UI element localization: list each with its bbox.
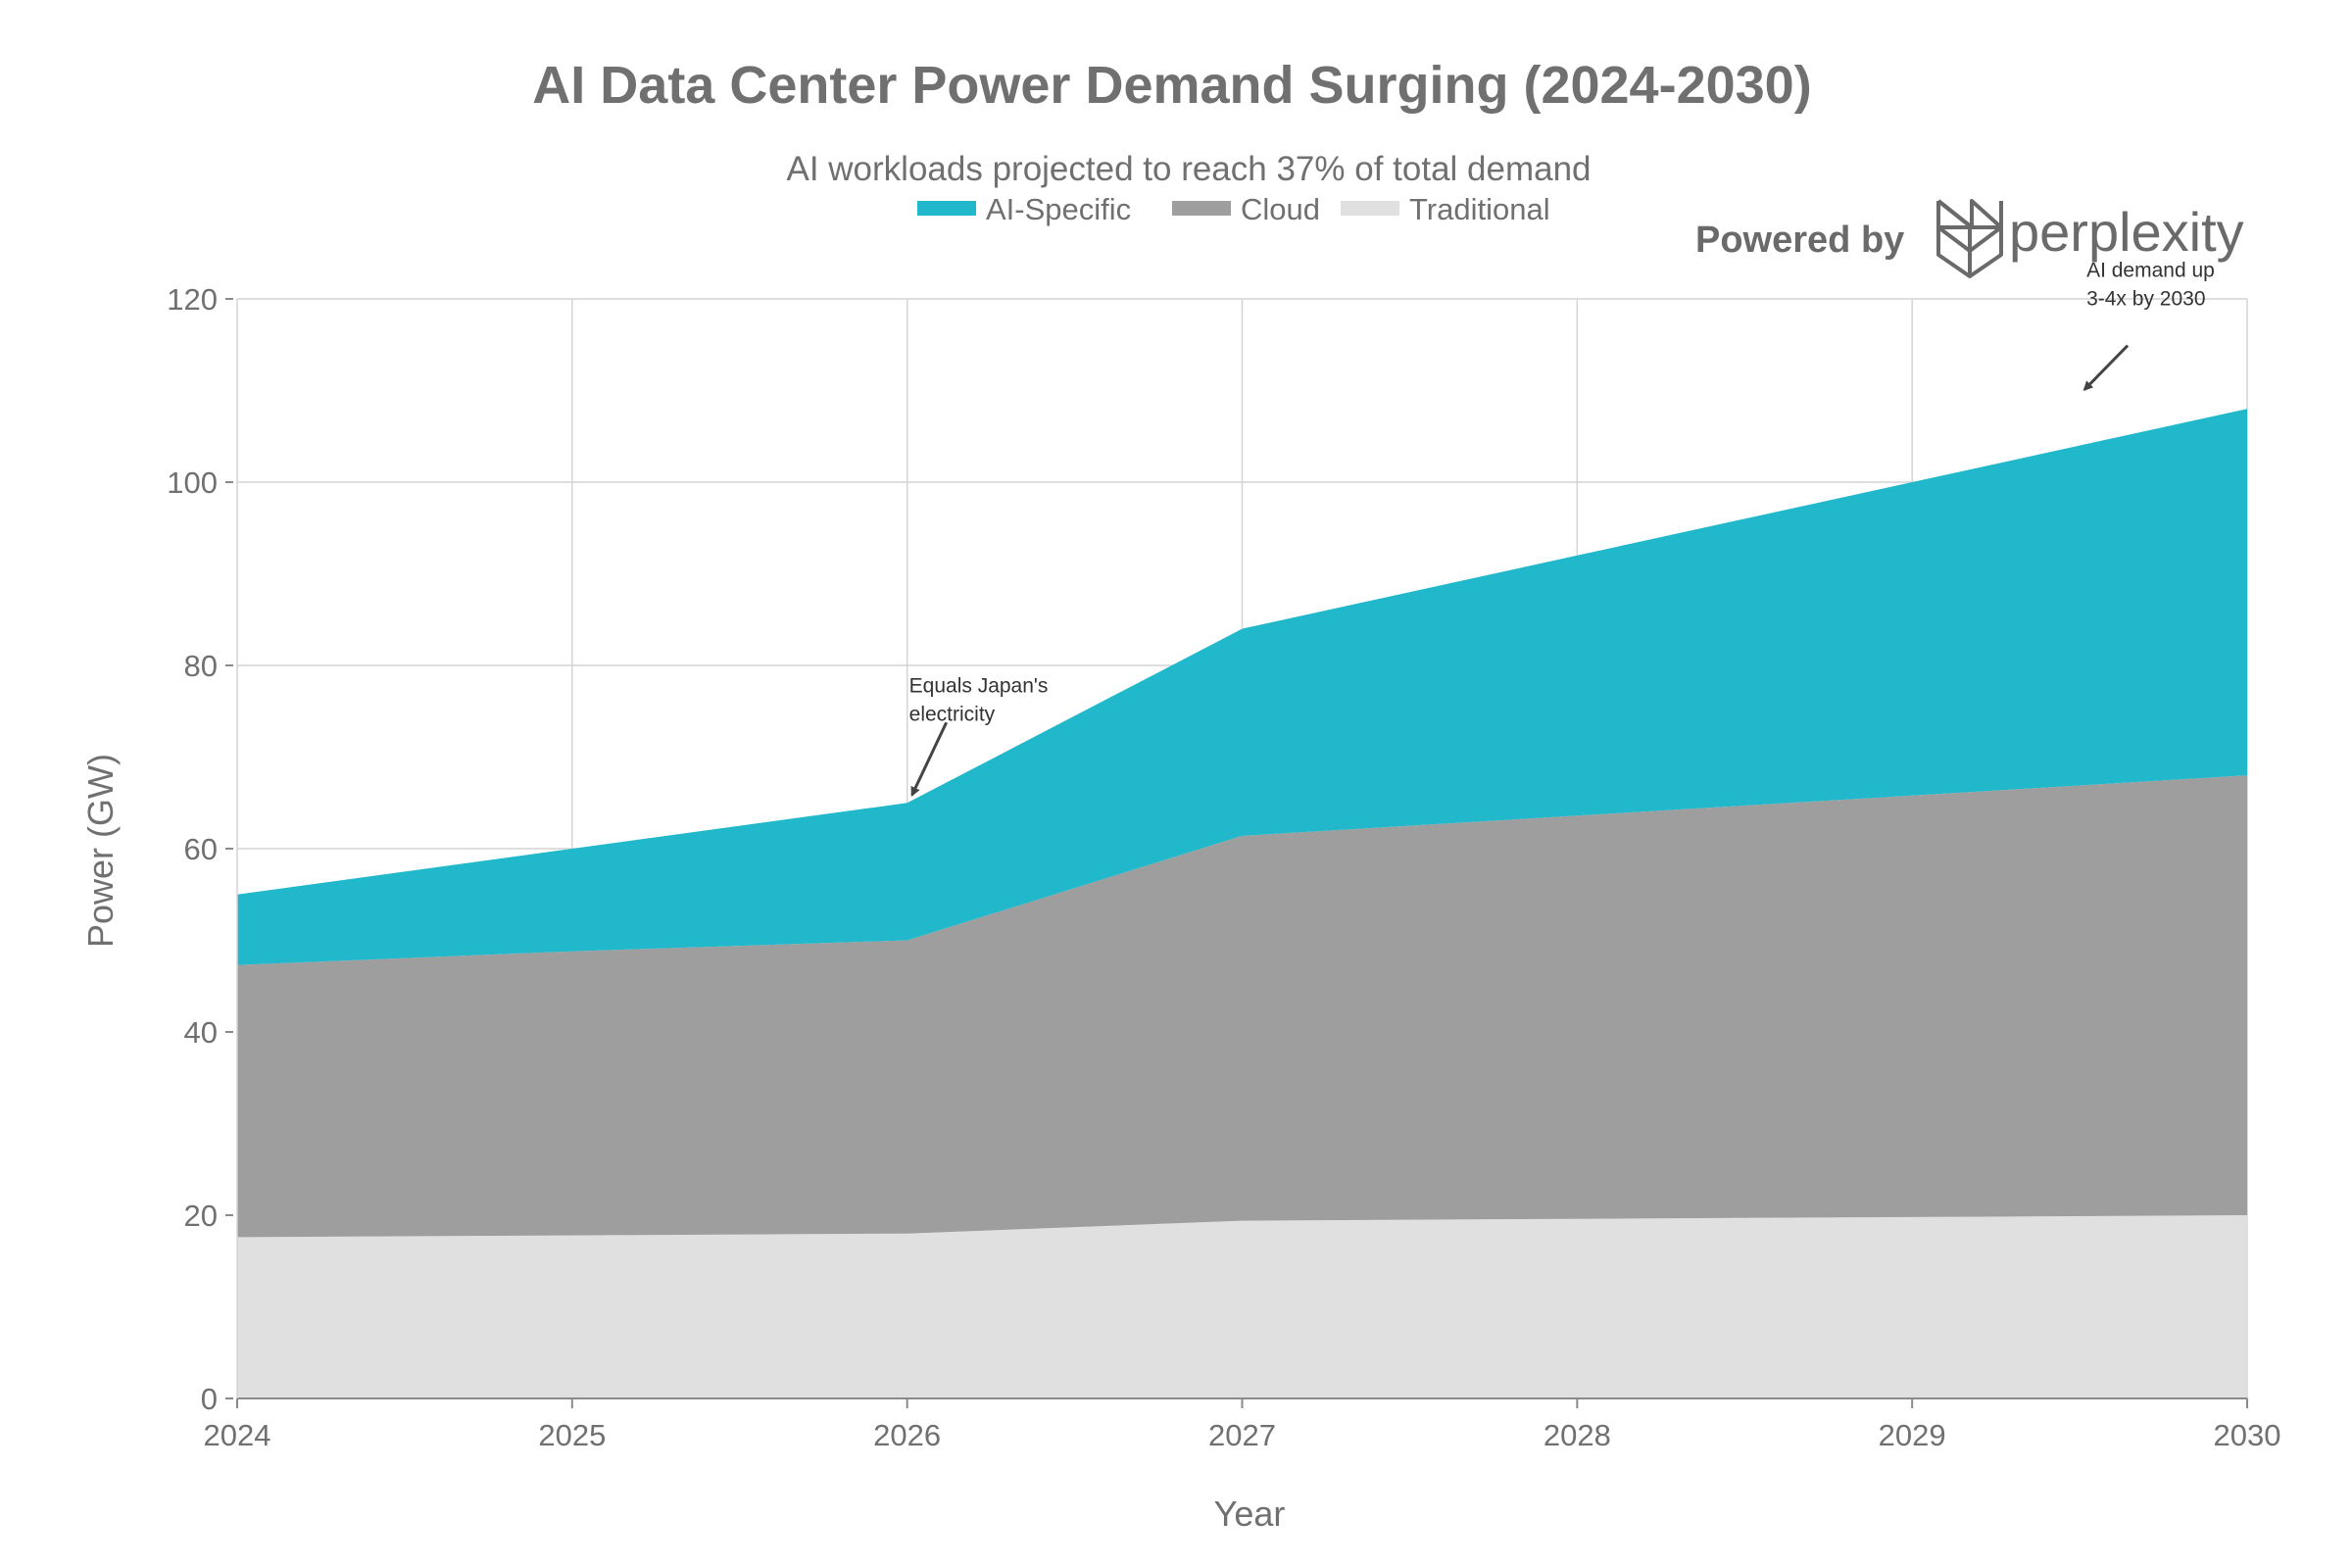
brand-name: perplexity bbox=[2009, 201, 2244, 263]
annotation-text: electricity bbox=[909, 703, 996, 725]
tick-labels: 0 20 40 60 80 100 120 2024 2025 2026 2027 2028 2029 2… bbox=[167, 282, 2280, 1452]
annotation-arrow bbox=[2082, 344, 2130, 391]
y-tick-label: 80 bbox=[184, 649, 218, 683]
x-tick-label: 2024 bbox=[204, 1418, 271, 1452]
y-tick-label: 60 bbox=[184, 832, 218, 866]
legend-swatch-ai-specific bbox=[917, 201, 976, 216]
powered-by-label: Powered by bbox=[1695, 220, 1904, 261]
branding: Powered by perplexity bbox=[1695, 199, 2244, 278]
annotation-text: Equals Japan's bbox=[909, 674, 1049, 697]
legend-swatch-traditional bbox=[1341, 201, 1399, 216]
x-tick-label: 2026 bbox=[873, 1418, 941, 1452]
annotations: Equals Japan's electricity AI demand up 3-4… bbox=[909, 260, 2215, 798]
y-tick-label: 120 bbox=[167, 282, 218, 317]
x-axis-title: Year bbox=[1214, 1494, 1286, 1534]
legend-label-traditional: Traditional bbox=[1409, 192, 1550, 226]
annotation-text: AI demand up bbox=[2086, 260, 2215, 282]
area-cloud bbox=[237, 775, 2247, 1238]
x-tick-label: 2025 bbox=[538, 1418, 606, 1452]
perplexity-logo-icon bbox=[1936, 199, 2003, 278]
x-tick-label: 2030 bbox=[2214, 1418, 2281, 1452]
annotation-text: 3-4x by 2030 bbox=[2086, 288, 2205, 311]
chart-subtitle: AI workloads projected to reach 37% of t… bbox=[786, 150, 1591, 188]
annotation-arrow bbox=[910, 721, 949, 798]
area-traditional bbox=[237, 1215, 2247, 1398]
y-axis-title: Power (GW) bbox=[80, 754, 121, 948]
area-ai-specific bbox=[237, 409, 2247, 965]
x-tick-label: 2027 bbox=[1208, 1418, 1276, 1452]
legend-label-ai-specific: AI-Specific bbox=[986, 192, 1131, 226]
legend: AI-Specific Cloud Traditional bbox=[917, 192, 1550, 226]
area-series bbox=[237, 409, 2247, 1398]
x-tick-label: 2029 bbox=[1879, 1418, 1946, 1452]
x-tick-label: 2028 bbox=[1544, 1418, 1611, 1452]
legend-label-cloud: Cloud bbox=[1241, 192, 1320, 226]
y-tick-label: 20 bbox=[184, 1199, 218, 1233]
chart-title: AI Data Center Power Demand Surging (202… bbox=[532, 56, 1811, 115]
legend-swatch-cloud bbox=[1172, 201, 1231, 216]
y-tick-label: 100 bbox=[167, 466, 218, 500]
y-tick-label: 40 bbox=[184, 1015, 218, 1050]
y-tick-label: 0 bbox=[201, 1382, 218, 1416]
